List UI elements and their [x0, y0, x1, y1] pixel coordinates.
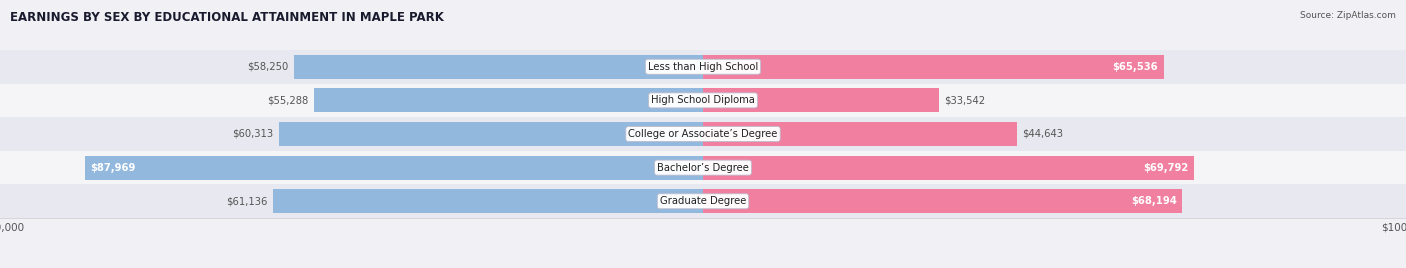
Bar	[0, 50, 1406, 84]
Text: Bachelor’s Degree: Bachelor’s Degree	[657, 163, 749, 173]
Bar	[703, 189, 1182, 213]
Text: $68,194: $68,194	[1130, 196, 1177, 206]
Bar	[703, 88, 939, 113]
Text: $69,792: $69,792	[1143, 163, 1188, 173]
Text: $65,536: $65,536	[1112, 62, 1159, 72]
Text: $55,288: $55,288	[267, 95, 309, 105]
Text: Less than High School: Less than High School	[648, 62, 758, 72]
Bar	[0, 84, 1406, 117]
Text: Graduate Degree: Graduate Degree	[659, 196, 747, 206]
Bar	[278, 122, 703, 146]
Bar	[0, 117, 1406, 151]
Bar	[0, 151, 1406, 184]
Bar	[294, 55, 703, 79]
Text: Source: ZipAtlas.com: Source: ZipAtlas.com	[1301, 11, 1396, 20]
Text: $60,313: $60,313	[232, 129, 273, 139]
Bar	[273, 189, 703, 213]
Bar	[703, 155, 1194, 180]
Bar	[315, 88, 703, 113]
Bar	[0, 184, 1406, 218]
Text: $87,969: $87,969	[90, 163, 135, 173]
Text: EARNINGS BY SEX BY EDUCATIONAL ATTAINMENT IN MAPLE PARK: EARNINGS BY SEX BY EDUCATIONAL ATTAINMEN…	[10, 11, 444, 24]
Text: High School Diploma: High School Diploma	[651, 95, 755, 105]
Text: $44,643: $44,643	[1022, 129, 1063, 139]
Text: $61,136: $61,136	[226, 196, 267, 206]
Text: College or Associate’s Degree: College or Associate’s Degree	[628, 129, 778, 139]
Bar	[703, 55, 1164, 79]
Bar	[703, 122, 1017, 146]
Text: $33,542: $33,542	[945, 95, 986, 105]
Bar	[84, 155, 703, 180]
Text: $58,250: $58,250	[246, 62, 288, 72]
